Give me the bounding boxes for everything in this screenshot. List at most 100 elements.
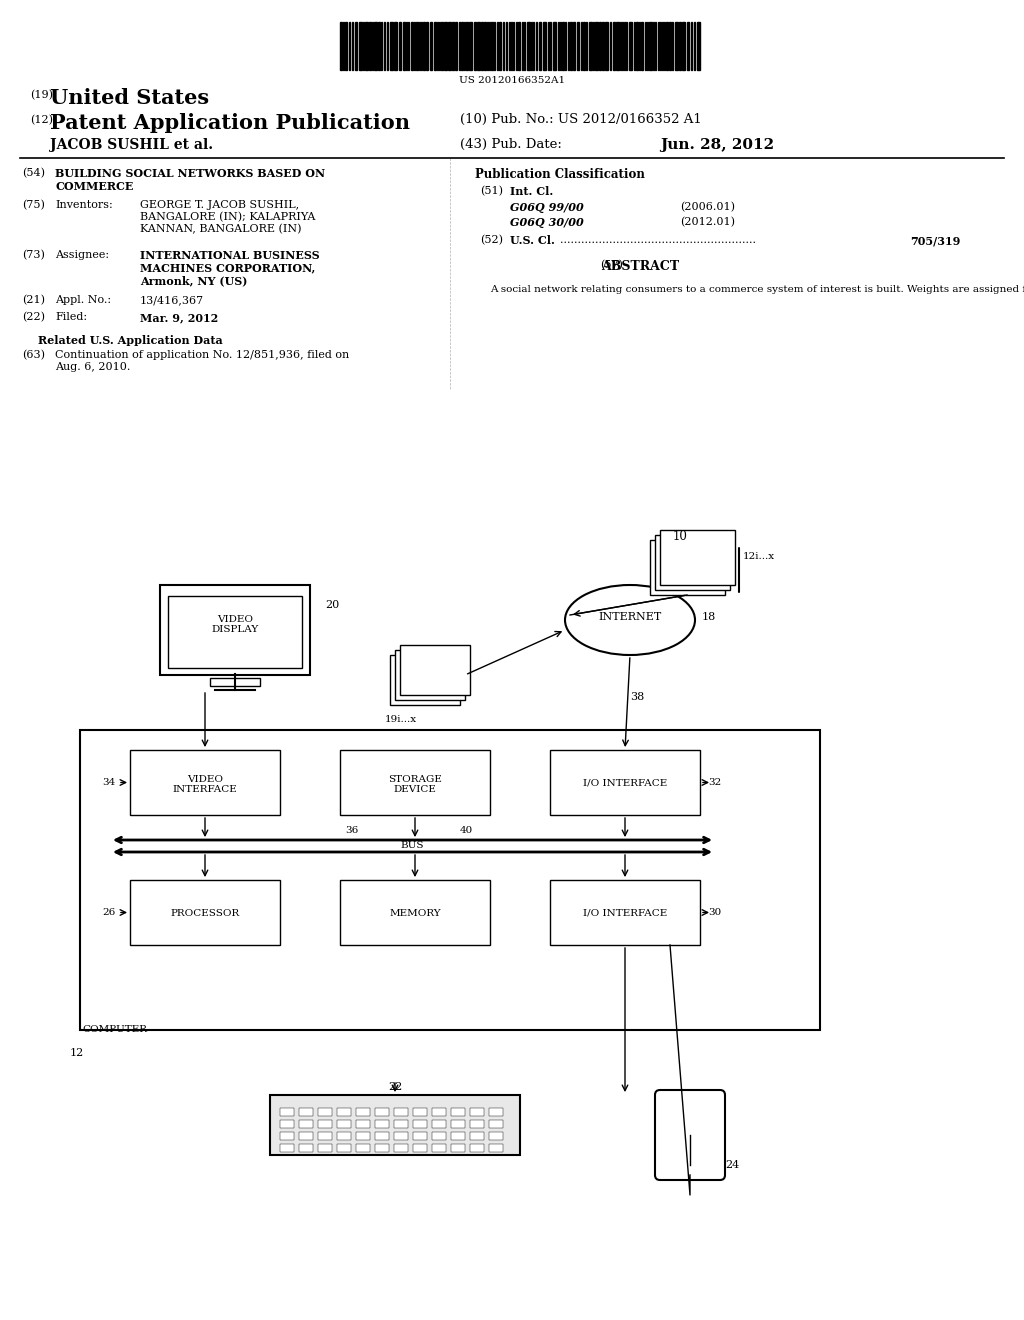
Bar [543, 22, 546, 70]
Bar [629, 22, 632, 70]
Bar [613, 22, 615, 70]
Text: Patent Application Publication: Patent Application Publication [50, 114, 410, 133]
Bar [426, 22, 428, 70]
Bar [374, 22, 377, 70]
Bar [669, 22, 671, 70]
Bar [375, 1133, 389, 1140]
Bar [602, 22, 604, 70]
Bar [299, 1133, 313, 1140]
Bar [489, 1119, 503, 1129]
Bar [318, 1133, 332, 1140]
Text: Publication Classification: Publication Classification [475, 168, 645, 181]
Bar [451, 1144, 465, 1152]
Text: (10) Pub. No.: US 2012/0166352 A1: (10) Pub. No.: US 2012/0166352 A1 [460, 114, 701, 125]
Bar [550, 880, 700, 945]
Text: (52): (52) [480, 235, 503, 246]
Bar [390, 22, 393, 70]
Bar [280, 1107, 294, 1115]
Bar [318, 1144, 332, 1152]
Text: (57): (57) [600, 260, 623, 271]
Bar [499, 22, 501, 70]
Bar [570, 22, 572, 70]
Bar [675, 22, 678, 70]
Bar [583, 22, 585, 70]
Text: U.S. Cl.: U.S. Cl. [510, 235, 555, 246]
Bar [337, 1107, 351, 1115]
Bar [356, 1133, 370, 1140]
Bar [518, 22, 520, 70]
Bar [280, 1133, 294, 1140]
Bar [452, 22, 454, 70]
Bar [400, 645, 470, 696]
Bar [403, 22, 406, 70]
Text: 24: 24 [725, 1160, 739, 1170]
Bar [434, 22, 436, 70]
Bar [655, 535, 730, 590]
Bar [599, 22, 601, 70]
Bar [318, 1119, 332, 1129]
Text: 705/319: 705/319 [910, 235, 961, 246]
Bar [130, 750, 280, 814]
Text: (2006.01): (2006.01) [680, 202, 735, 213]
Bar [413, 1107, 427, 1115]
Bar [451, 1133, 465, 1140]
Bar [375, 1119, 389, 1129]
Bar [461, 22, 463, 70]
Bar [337, 1119, 351, 1129]
Text: (51): (51) [480, 186, 503, 197]
Bar [340, 750, 490, 814]
Text: ........................................................: ........................................… [560, 235, 756, 246]
Text: 40: 40 [460, 826, 473, 836]
Text: A social network relating consumers to a commerce system of interest is built. W: A social network relating consumers to a… [490, 285, 1024, 294]
Bar [650, 540, 725, 595]
Bar [470, 1107, 484, 1115]
Bar [432, 1144, 446, 1152]
Bar [413, 1133, 427, 1140]
Bar [210, 678, 260, 686]
Bar [539, 22, 541, 70]
Bar [337, 1133, 351, 1140]
Bar [470, 1144, 484, 1152]
Bar [378, 22, 380, 70]
Bar [356, 1144, 370, 1152]
Bar [550, 750, 700, 814]
Text: G06Q 99/00: G06Q 99/00 [510, 202, 584, 213]
Text: 12i...x: 12i...x [743, 552, 775, 561]
Text: Appl. No.:: Appl. No.: [55, 294, 112, 305]
Bar [455, 22, 457, 70]
Bar [616, 22, 618, 70]
Bar [589, 22, 592, 70]
Bar [299, 1144, 313, 1152]
Text: (54): (54) [22, 168, 45, 178]
Text: Filed:: Filed: [55, 312, 87, 322]
Bar [160, 585, 310, 675]
Bar [562, 22, 564, 70]
Text: 20: 20 [325, 601, 339, 610]
Bar [356, 1119, 370, 1129]
Text: 10: 10 [673, 531, 687, 543]
Bar [359, 22, 362, 70]
Bar [444, 22, 447, 70]
Text: ABSTRACT: ABSTRACT [601, 260, 679, 273]
Bar [399, 22, 401, 70]
Bar [527, 22, 530, 70]
Bar [432, 1133, 446, 1140]
Bar [649, 22, 652, 70]
Bar [430, 22, 432, 70]
Text: 34: 34 [102, 777, 116, 787]
Text: (63): (63) [22, 350, 45, 360]
Bar [394, 22, 397, 70]
Text: I/O INTERFACE: I/O INTERFACE [583, 779, 667, 788]
Bar [365, 22, 368, 70]
Bar [553, 22, 556, 70]
Bar [394, 1133, 408, 1140]
Text: (22): (22) [22, 312, 45, 322]
Text: (75): (75) [22, 201, 45, 210]
Bar [423, 22, 425, 70]
Text: BUILDING SOCIAL NETWORKS BASED ON
COMMERCE: BUILDING SOCIAL NETWORKS BASED ON COMMER… [55, 168, 326, 191]
Bar [660, 531, 735, 585]
Text: Assignee:: Assignee: [55, 249, 110, 260]
Bar [337, 1144, 351, 1152]
Bar [80, 730, 820, 1030]
Bar [682, 22, 685, 70]
